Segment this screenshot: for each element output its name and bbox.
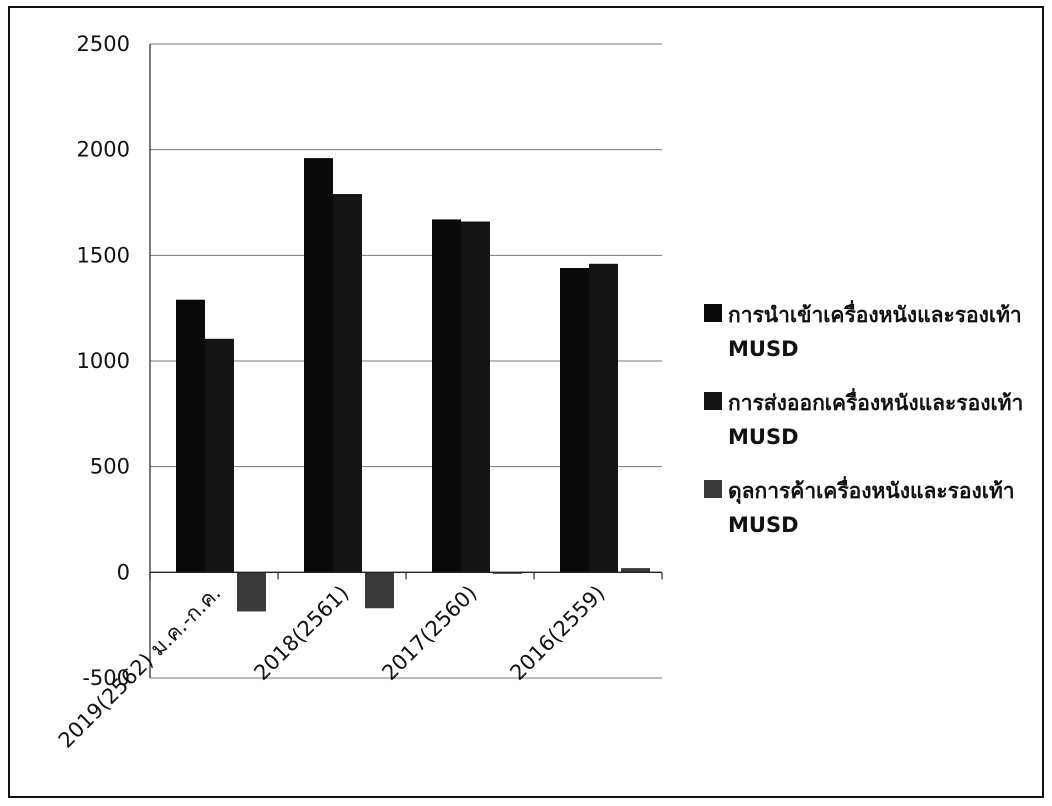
legend: การนำเข้าเครื่องหนังและรองเท้า MUSD การส… [704, 298, 1044, 562]
y-tick-label: 0 [117, 560, 130, 584]
bar-series3 [621, 568, 650, 573]
bar-series3 [493, 572, 522, 574]
y-tick-label: 1000 [77, 349, 130, 373]
bar-series1 [432, 219, 461, 573]
y-tick-label: 2000 [77, 138, 130, 162]
y-tick-label: 2500 [77, 32, 130, 56]
legend-label-balance: ดุลการค้าเครื่องหนังและรองเท้า MUSD [728, 479, 1015, 537]
bar-series3 [365, 572, 394, 609]
bar-series1 [304, 158, 333, 573]
x-tick-label: 2016(2559) [505, 581, 609, 685]
bar-series1 [560, 268, 589, 573]
legend-swatch-export [704, 392, 722, 410]
y-tick-label: -500 [82, 666, 130, 690]
bar-series2 [589, 263, 618, 573]
legend-label-export: การส่งออกเครื่องหนังและรองเท้า MUSD [728, 391, 1024, 449]
legend-item-export: การส่งออกเครื่องหนังและรองเท้า MUSD [704, 386, 1044, 454]
bar-series2 [461, 221, 490, 573]
legend-swatch-balance [704, 480, 722, 498]
bar-series3 [237, 572, 266, 612]
y-tick-label: 1500 [77, 243, 130, 267]
legend-item-balance: ดุลการค้าเครื่องหนังและรองเท้า MUSD [704, 474, 1044, 542]
legend-label-import: การนำเข้าเครื่องหนังและรองเท้า MUSD [728, 303, 1022, 361]
bar-series2 [205, 338, 234, 573]
y-tick-label: 500 [90, 455, 130, 479]
bar-series1 [176, 299, 205, 573]
x-tick-label: 2019(2562) ม.ค.-ก.ค. [54, 581, 226, 753]
legend-item-import: การนำเข้าเครื่องหนังและรองเท้า MUSD [704, 298, 1044, 366]
bar-series2 [333, 194, 362, 573]
legend-swatch-import [704, 304, 722, 322]
